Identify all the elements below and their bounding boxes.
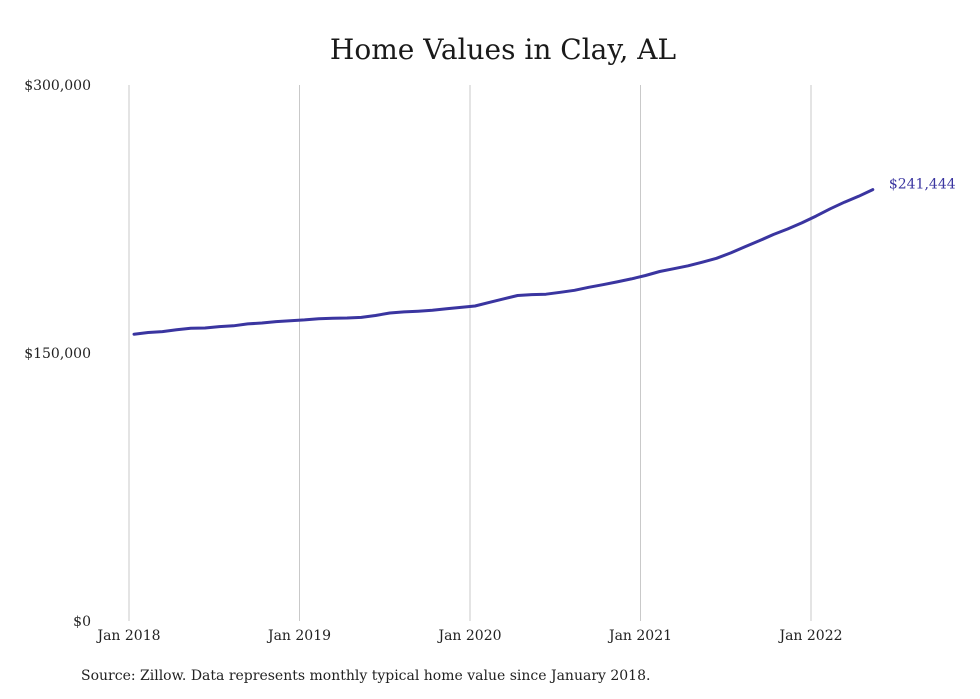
y-tick-label: $0	[73, 614, 91, 630]
vertical-gridlines	[128, 85, 812, 621]
x-tick-label: Jan 2019	[266, 628, 331, 644]
y-tick-label: $300,000	[24, 78, 91, 94]
end-value-label: $241,444	[889, 177, 956, 193]
series-group	[132, 188, 875, 336]
y-axis-tick-labels: $0 $150,000 $300,000	[24, 78, 91, 630]
x-tick-label: Jan 2022	[777, 628, 842, 644]
chart-title: Home Values in Clay, AL	[330, 33, 676, 66]
series-line-0	[132, 188, 875, 336]
source-note: Source: Zillow. Data represents monthly …	[81, 668, 651, 684]
y-tick-label: $150,000	[24, 346, 91, 362]
x-axis-tick-labels: Jan 2018 Jan 2019 Jan 2020 Jan 2021 Jan 2022	[95, 628, 842, 644]
x-tick-label: Jan 2020	[436, 628, 501, 644]
x-tick-label: Jan 2018	[95, 628, 160, 644]
x-tick-label: Jan 2021	[607, 628, 672, 644]
